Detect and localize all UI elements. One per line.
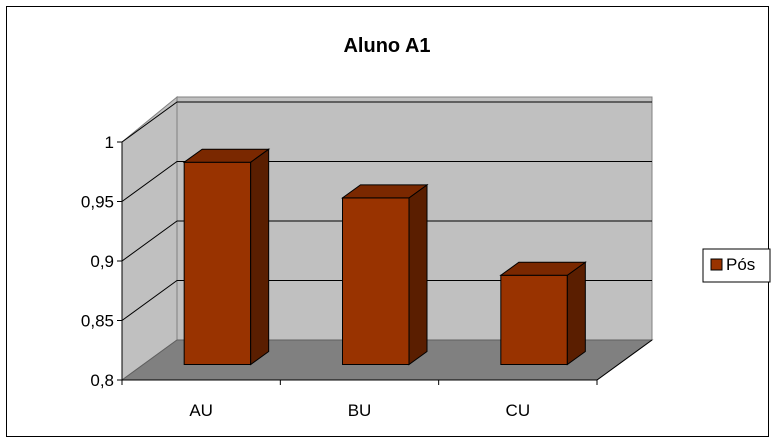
floor-front-edge — [596, 339, 653, 381]
chart-title: Aluno A1 — [343, 35, 430, 57]
legend: Pós — [702, 248, 771, 283]
x-tick-label: AU — [189, 401, 213, 420]
y-tick-label: 0,8 — [90, 371, 114, 390]
x-axis-ticks: AU BU CU — [121, 380, 598, 420]
bar-front — [342, 197, 410, 365]
bars — [182, 148, 587, 366]
grid-line — [121, 101, 652, 143]
bar-BU — [340, 183, 429, 366]
bar-top — [499, 261, 587, 276]
grid-line — [121, 220, 652, 262]
x-tick-label: BU — [348, 401, 372, 420]
bar-side — [408, 183, 428, 366]
y-tick-label: 0,85 — [81, 312, 114, 331]
bar-side — [566, 261, 586, 366]
bar-front — [183, 161, 252, 365]
bar-top — [340, 184, 429, 199]
y-tick-label: 1 — [105, 133, 114, 152]
bar-CU — [499, 261, 587, 366]
legend-swatch — [710, 258, 723, 271]
grid-line — [121, 161, 652, 202]
bar-side — [250, 148, 270, 366]
chart-side-wall — [121, 95, 178, 381]
y-tick-label: 0,95 — [81, 193, 114, 212]
grid-lines — [121, 101, 652, 321]
bar-top — [182, 148, 271, 163]
bar-AU — [182, 148, 271, 366]
y-tick-label: 0,9 — [90, 252, 114, 271]
bar-front — [500, 274, 568, 365]
x-tick-label: CU — [506, 401, 531, 420]
grid-line — [121, 280, 652, 321]
legend-label: Pós — [726, 255, 755, 274]
y-axis-ticks: 0,8 0,85 0,9 0,95 1 — [81, 133, 122, 390]
